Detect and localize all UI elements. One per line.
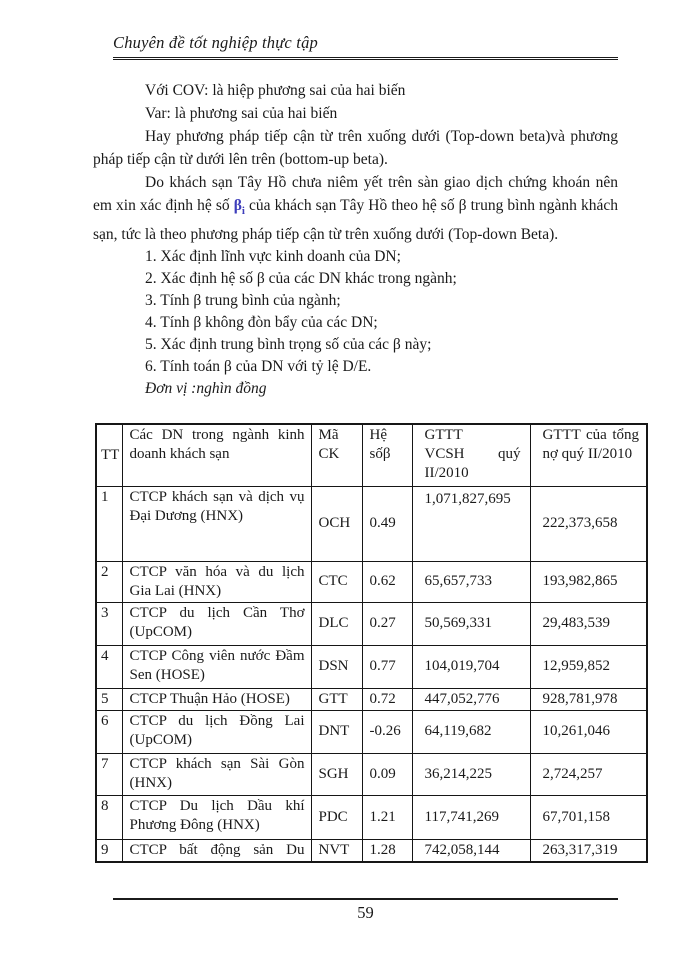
table-row: 3 CTCP du lịch Cần Thơ (UpCOM) DLC 0.27 …: [95, 601, 648, 646]
paragraph-beta-after: của khách sạn Tây Hồ theo hệ số β trung …: [93, 197, 618, 244]
cell-company-name: CTCP khách sạn Sài Gòn (HNX): [121, 752, 312, 796]
cell-tt: 4: [95, 644, 123, 689]
cell-equity-value: 1,071,827,695: [411, 485, 531, 562]
beta-glyph: β: [233, 197, 242, 214]
paragraph-beta-before: Do khách sạn Tây Hồ chưa niêm yết trên s…: [93, 174, 618, 214]
list-item-6: 6. Tính toán β của DN với tỷ lệ D/E.: [145, 358, 372, 376]
cell-beta-value: 1.21: [361, 794, 413, 840]
cell-ticker-code: CTC: [310, 560, 363, 603]
header-cell-vcsh: GTTT VCSH quý II/2010: [411, 423, 531, 487]
list-item-2: 2. Xác định hệ số β của các DN khác tron…: [145, 270, 457, 288]
cell-equity-value: 64,119,682: [411, 709, 531, 754]
cell-company-name: CTCP bất động sản Du: [121, 838, 312, 863]
cell-company-name: CTCP du lịch Đồng Lai (UpCOM): [121, 709, 312, 754]
cell-debt-value: 263,317,319: [529, 838, 648, 863]
running-header-title: Chuyên đề tốt nghiệp thực tập: [113, 33, 318, 52]
table-row: 5 CTCP Thuận Hảo (HOSE) GTT 0.72 447,052…: [95, 687, 648, 711]
list-item-4: 4. Tính β không đòn bẩy của các DN;: [145, 314, 378, 332]
cell-debt-value: 10,261,046: [529, 709, 648, 754]
cell-ticker-code: PDC: [310, 794, 363, 840]
cell-beta-value: 0.77: [361, 644, 413, 689]
cell-equity-value: 117,741,269: [411, 794, 531, 840]
cell-debt-value: 29,483,539: [529, 601, 648, 646]
body-text: Với COV: là hiệp phương sai của hai biến…: [93, 79, 618, 400]
cell-tt: 8: [95, 794, 123, 840]
table-row: 8 CTCP Du lịch Dầu khí Phương Đông (HNX)…: [95, 794, 648, 840]
cell-ticker-code: OCH: [310, 485, 363, 562]
cell-tt: 3: [95, 601, 123, 646]
cell-tt: 5: [95, 687, 123, 711]
paragraph-topdown: Hay phương pháp tiếp cận từ trên xuống d…: [93, 128, 618, 168]
cell-debt-value: 193,982,865: [529, 560, 648, 603]
cell-beta-value: 0.62: [361, 560, 413, 603]
footer-rule: [113, 898, 618, 900]
beta-subscript: i: [241, 205, 245, 218]
header-cell-tt: TT: [95, 423, 123, 487]
cell-equity-value: 65,657,733: [411, 560, 531, 603]
header-vcsh-line2-left: VCSH: [424, 446, 465, 462]
unit-note: Đơn vị :nghìn đồng: [145, 380, 267, 398]
cell-ticker-code: NVT: [310, 838, 363, 863]
table-header-row: TT Các DN trong ngành kinh doanh khách s…: [95, 423, 648, 487]
cell-beta-value: 0.49: [361, 485, 413, 562]
cell-equity-value: 447,052,776: [411, 687, 531, 711]
cell-beta-value: 1.28: [361, 838, 413, 863]
header-vcsh-line3: II/2010: [424, 465, 469, 481]
cell-equity-value: 50,569,331: [411, 601, 531, 646]
cell-beta-value: 0.27: [361, 601, 413, 646]
paragraph-beta: Do khách sạn Tây Hồ chưa niêm yết trên s…: [93, 171, 618, 246]
cell-ticker-code: GTT: [310, 687, 363, 711]
cell-equity-value: 36,214,225: [411, 752, 531, 796]
cell-company-name: CTCP Công viên nước Đầm Sen (HOSE): [121, 644, 312, 689]
cell-tt: 6: [95, 709, 123, 754]
cell-tt: 7: [95, 752, 123, 796]
header-vcsh-line1: GTTT: [424, 427, 463, 443]
cell-company-name: CTCP Thuận Hảo (HOSE): [121, 687, 312, 711]
cell-company-name: CTCP văn hóa và du lịch Gia Lai (HNX): [121, 560, 312, 603]
cell-company-name: CTCP Du lịch Dầu khí Phương Đông (HNX): [121, 794, 312, 840]
header-cell-company: Các DN trong ngành kinh doanh khách sạn: [121, 423, 312, 487]
table-row: 1 CTCP khách sạn và dịch vụ Đại Dương (H…: [95, 485, 648, 562]
table-row: 4 CTCP Công viên nước Đầm Sen (HOSE) DSN…: [95, 644, 648, 689]
running-header: Chuyên đề tốt nghiệp thực tập: [113, 33, 618, 60]
header-cell-beta: Hệ sốβ: [361, 423, 413, 487]
cell-beta-value: 0.09: [361, 752, 413, 796]
cell-company-name: CTCP khách sạn và dịch vụ Đại Dương (HNX…: [121, 485, 312, 562]
cell-equity-value: 742,058,144: [411, 838, 531, 863]
cell-ticker-code: SGH: [310, 752, 363, 796]
table-row: 2 CTCP văn hóa và du lịch Gia Lai (HNX) …: [95, 560, 648, 603]
paragraph-cov: Với COV: là hiệp phương sai của hai biến: [145, 82, 406, 99]
cell-debt-value: 67,701,158: [529, 794, 648, 840]
header-cell-debt: GTTT của tổng nợ quý II/2010: [529, 423, 648, 487]
cell-ticker-code: DSN: [310, 644, 363, 689]
page-number: 59: [357, 903, 374, 922]
paragraph-var: Var: là phương sai của hai biến: [145, 105, 338, 122]
list-item-5: 5. Xác định trung bình trọng số của các …: [145, 336, 432, 354]
companies-table: TT Các DN trong ngành kinh doanh khách s…: [95, 423, 648, 863]
cell-debt-value: 928,781,978: [529, 687, 648, 711]
cell-tt: 2: [95, 560, 123, 603]
table-row: 7 CTCP khách sạn Sài Gòn (HNX) SGH 0.09 …: [95, 752, 648, 796]
header-vcsh-line2-right: quý: [498, 446, 521, 462]
cell-ticker-code: DNT: [310, 709, 363, 754]
cell-equity-value: 104,019,704: [411, 644, 531, 689]
cell-debt-value: 12,959,852: [529, 644, 648, 689]
list-item-3: 3. Tính β trung bình của ngành;: [145, 292, 341, 310]
cell-debt-value: 222,373,658: [529, 485, 648, 562]
cell-debt-value: 2,724,257: [529, 752, 648, 796]
table-row: 6 CTCP du lịch Đồng Lai (UpCOM) DNT -0.2…: [95, 709, 648, 754]
cell-beta-value: 0.72: [361, 687, 413, 711]
list-item-1: 1. Xác định lĩnh vực kinh doanh của DN;: [145, 248, 401, 266]
cell-company-name: CTCP du lịch Cần Thơ (UpCOM): [121, 601, 312, 646]
header-cell-code: Mã CK: [310, 423, 363, 487]
cell-beta-value: -0.26: [361, 709, 413, 754]
cell-tt: 9: [95, 838, 123, 863]
beta-i-symbol: βi: [233, 197, 245, 218]
header-vcsh-line2: VCSH quý: [425, 445, 523, 464]
table-row: 9 CTCP bất động sản Du NVT 1.28 742,058,…: [95, 838, 648, 863]
companies-table-body: TT Các DN trong ngành kinh doanh khách s…: [95, 423, 648, 863]
cell-tt: 1: [95, 485, 123, 562]
cell-ticker-code: DLC: [310, 601, 363, 646]
